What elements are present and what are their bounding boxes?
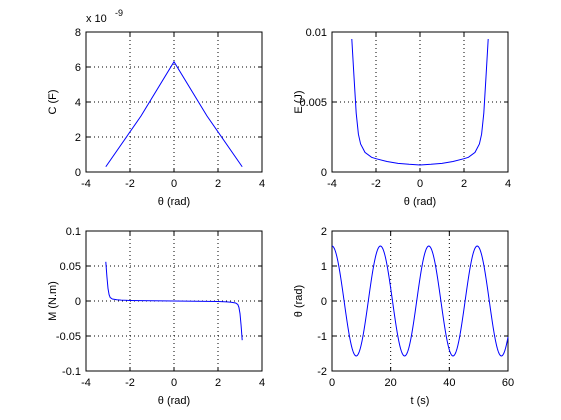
- x-tick-label: -2: [371, 178, 381, 190]
- subplot-2: -4 -2 0 2 4 0 0.005 0.01 θ (rad) E (J): [293, 27, 511, 208]
- x-tick-label: 40: [443, 377, 455, 389]
- y-tick-label: 0: [75, 296, 81, 308]
- y-tick-label: 4: [75, 97, 81, 109]
- series-line: [105, 261, 243, 341]
- x-tick-label: 4: [259, 377, 265, 389]
- y-tick-label: 1: [321, 261, 327, 273]
- y-axis-label: E (J): [293, 90, 305, 113]
- x-axis-label: θ (rad): [158, 196, 190, 208]
- y-tick-label: -0.05: [56, 331, 81, 343]
- x-tick-label: -4: [327, 178, 337, 190]
- y-axis-label: θ (rad): [293, 285, 305, 317]
- series-line: [351, 38, 489, 166]
- x-axis-label: t (s): [411, 395, 430, 407]
- subplot-4: 0 20 40 60 -2 -1 0 1 2 t (s) θ (rad): [293, 226, 514, 407]
- x-tick-label: 60: [502, 377, 514, 389]
- x-tick-label: 2: [215, 377, 221, 389]
- y-tick-label: 2: [75, 132, 81, 144]
- x-tick-label: 0: [329, 377, 335, 389]
- exponent-power: -9: [115, 8, 123, 18]
- x-tick-label: 0: [171, 377, 177, 389]
- subplot-1: -4 -2 0 2 4 0 2 4 6 8 θ (rad) C (F) x 10 -9: [47, 8, 265, 208]
- y-tick-label: -0.1: [62, 366, 81, 378]
- y-tick-label: 8: [75, 27, 81, 39]
- x-tick-label: 2: [215, 178, 221, 190]
- exponent-label: x 10: [86, 13, 107, 25]
- x-tick-label: 4: [505, 178, 511, 190]
- x-axis-label: θ (rad): [158, 395, 190, 407]
- x-tick-label: -4: [81, 377, 91, 389]
- y-tick-label: 0: [321, 167, 327, 179]
- x-tick-label: 2: [461, 178, 467, 190]
- y-tick-label: 0.01: [306, 27, 327, 39]
- x-tick-label: 0: [417, 178, 423, 190]
- subplot-3: -4 -2 0 2 4 -0.1 -0.05 0 0.05 0.1 θ (rad) M (N.m): [47, 226, 265, 407]
- x-tick-label: -2: [125, 178, 135, 190]
- y-axis-label: M (N.m): [47, 281, 59, 321]
- series-line: [331, 245, 509, 357]
- y-tick-label: -1: [317, 331, 327, 343]
- series-line: [105, 60, 243, 168]
- y-tick-label: 0: [321, 296, 327, 308]
- y-tick-label: 0.1: [66, 226, 81, 238]
- y-axis-label: C (F): [47, 89, 59, 114]
- y-tick-label: 0.05: [60, 261, 81, 273]
- x-tick-label: -4: [81, 178, 91, 190]
- x-axis-label: θ (rad): [404, 196, 436, 208]
- x-tick-label: 4: [259, 178, 265, 190]
- x-tick-label: 20: [385, 377, 397, 389]
- x-tick-label: -2: [125, 377, 135, 389]
- y-tick-label: 2: [321, 226, 327, 238]
- y-tick-label: -2: [317, 366, 327, 378]
- y-tick-label: 0: [75, 167, 81, 179]
- y-tick-label: 6: [75, 62, 81, 74]
- x-tick-label: 0: [171, 178, 177, 190]
- y-tick-label: 0.005: [299, 97, 327, 109]
